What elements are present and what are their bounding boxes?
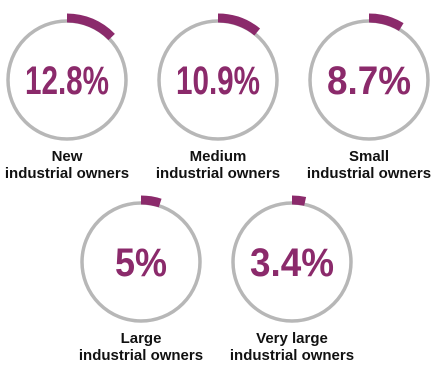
gauge-label-line-2: industrial owners — [230, 347, 354, 364]
gauge-value: 3.4% — [250, 241, 334, 285]
gauge-label-line-1: Large — [121, 330, 162, 347]
gauge-ring — [80, 201, 202, 323]
gauge-value: 10.9% — [176, 59, 260, 103]
gauge-label-line-2: industrial owners — [5, 165, 129, 182]
gauge-arc — [217, 13, 261, 36]
gauge-label-line-1: Small — [349, 148, 389, 165]
gauge-ring — [157, 19, 279, 141]
gauge-label-line-2: industrial owners — [79, 347, 203, 364]
gauge-arc — [291, 195, 307, 206]
gauge-label-line-1: Very large — [256, 330, 328, 347]
gauge-label-line-1: Medium — [190, 148, 247, 165]
gauge-label-line-1: New — [52, 148, 83, 165]
gauge-ring — [6, 19, 128, 141]
gauge-arc — [368, 13, 404, 31]
gauge-value: 8.7% — [327, 59, 411, 103]
gauge-value: 12.8% — [25, 59, 109, 103]
gauge-arc — [140, 195, 162, 208]
gauge-label-line-2: industrial owners — [156, 165, 280, 182]
gauge-ring — [308, 19, 430, 141]
gauge-arc — [66, 13, 115, 41]
gauge-value: 5% — [115, 241, 167, 285]
gauge-label-line-2: industrial owners — [307, 165, 431, 182]
